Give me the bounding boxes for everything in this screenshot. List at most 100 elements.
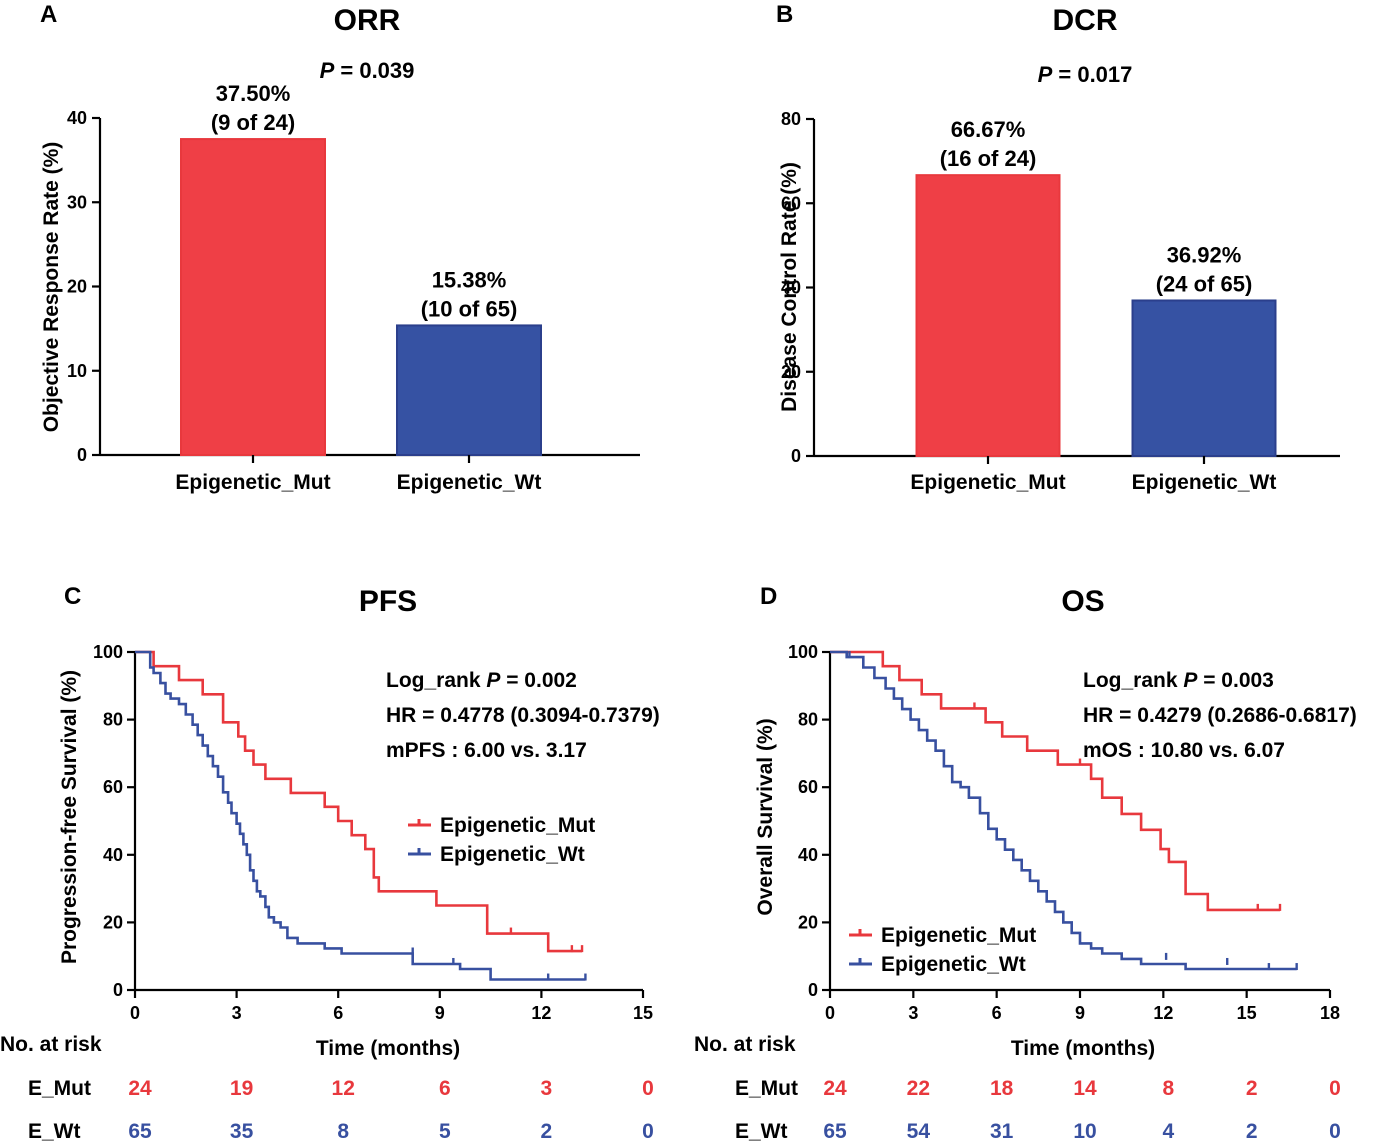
risk-count: 8 (1162, 1077, 1174, 1100)
y-tick-label: 80 (781, 109, 801, 129)
y-tick-label: 100 (93, 642, 123, 662)
logrank-p-symbol: P (1183, 669, 1198, 692)
p-value-symbol: P (1038, 62, 1053, 87)
risk-count: 0 (642, 1077, 654, 1100)
y-tick-label: 0 (113, 980, 123, 1000)
y-tick-label: 80 (103, 710, 123, 730)
risk-row-label: E_Wt (28, 1120, 81, 1143)
risk-count: 6 (439, 1077, 451, 1100)
chart-title: DCR (1053, 4, 1118, 37)
risk-count: 65 (128, 1120, 152, 1143)
bar-epigenetic-wt (1131, 299, 1277, 457)
risk-count: 24 (823, 1077, 847, 1100)
p-value: P = 0.039 (320, 58, 415, 83)
risk-count: 3 (541, 1077, 553, 1100)
bar-value-label: 37.50% (216, 81, 291, 106)
x-tick-label: 6 (333, 1003, 343, 1023)
x-tick-label: 15 (1237, 1003, 1257, 1023)
risk-count: 19 (230, 1077, 253, 1100)
logrank-prefix: Log_rank (386, 669, 486, 692)
bar-value-label: 15.38% (432, 267, 507, 292)
y-tick-label: 0 (808, 980, 818, 1000)
logrank-p-symbol: P (486, 669, 501, 692)
logrank-p-number: = 0.002 (500, 669, 576, 692)
risk-count: 24 (128, 1077, 152, 1100)
p-value: P = 0.017 (1038, 62, 1133, 87)
risk-count: 0 (642, 1120, 654, 1143)
survival-curve-epigenetic-mut (830, 650, 1280, 912)
y-tick-label: 40 (798, 845, 818, 865)
risk-count: 5 (439, 1120, 451, 1143)
risk-table-title: No. at risk (694, 1033, 796, 1056)
x-tick-label: 15 (633, 1003, 653, 1023)
category-label: Epigenetic_Mut (910, 471, 1065, 494)
risk-row-label: E_Mut (735, 1077, 798, 1100)
y-tick-label: 100 (788, 642, 818, 662)
risk-count: 2 (1246, 1077, 1258, 1100)
y-tick-label: 40 (103, 845, 123, 865)
risk-count: 22 (907, 1077, 930, 1100)
bar-value-label: 66.67% (951, 117, 1026, 142)
chart-title: ORR (334, 4, 401, 37)
survival-curve-epigenetic-wt (830, 650, 1297, 971)
bar-value-label: 36.92% (1167, 242, 1242, 267)
y-tick-label: 20 (781, 362, 801, 382)
p-value-number: = 0.017 (1052, 62, 1132, 87)
y-tick-label: 60 (781, 193, 801, 213)
risk-count: 18 (990, 1077, 1014, 1100)
bar-count-label: (10 of 65) (421, 296, 518, 321)
risk-count: 0 (1329, 1120, 1341, 1143)
x-tick-label: 12 (531, 1003, 551, 1023)
risk-count: 4 (1162, 1120, 1174, 1143)
logrank-p-number: = 0.003 (1197, 669, 1273, 692)
risk-count: 2 (541, 1120, 553, 1143)
x-tick-label: 9 (435, 1003, 445, 1023)
y-axis-label: Overall Survival (%) (754, 718, 777, 915)
legend-label: Epigenetic_Wt (881, 953, 1026, 976)
bar-count-label: (24 of 65) (1156, 271, 1253, 296)
x-tick-label: 3 (232, 1003, 242, 1023)
y-tick-label: 30 (67, 192, 87, 212)
legend-label: Epigenetic_Mut (881, 924, 1036, 947)
bar-count-label: (9 of 24) (211, 110, 295, 135)
y-tick-label: 40 (67, 108, 87, 128)
risk-count: 35 (230, 1120, 254, 1143)
survival-curve-epigenetic-wt (135, 650, 586, 981)
y-tick-label: 40 (781, 278, 801, 298)
x-tick-label: 0 (130, 1003, 140, 1023)
y-tick-label: 0 (77, 445, 87, 465)
bar-epigenetic-mut (180, 138, 326, 456)
y-tick-label: 0 (791, 446, 801, 466)
category-label: Epigenetic_Wt (397, 471, 542, 494)
y-tick-label: 20 (798, 912, 818, 932)
p-value-number: = 0.039 (334, 58, 414, 83)
x-axis-label: Time (months) (1011, 1037, 1155, 1060)
risk-table-title: No. at risk (0, 1033, 102, 1056)
risk-count: 54 (907, 1120, 931, 1143)
risk-count: 12 (332, 1077, 355, 1100)
logrank-prefix: Log_rank (1083, 669, 1183, 692)
risk-row-label: E_Mut (28, 1077, 91, 1100)
risk-row-label: E_Wt (735, 1120, 788, 1143)
x-tick-label: 0 (825, 1003, 835, 1023)
bar-epigenetic-wt (396, 324, 542, 456)
legend-label: Epigenetic_Wt (440, 843, 585, 866)
median-survival: mOS : 10.80 vs. 6.07 (1083, 739, 1285, 762)
risk-count: 8 (337, 1120, 349, 1143)
hazard-ratio: HR = 0.4778 (0.3094-0.7379) (386, 704, 660, 727)
risk-count: 65 (823, 1120, 847, 1143)
x-tick-label: 12 (1153, 1003, 1173, 1023)
logrank-p: Log_rank P = 0.003 (1083, 669, 1274, 692)
y-axis-label: Disease Control Rate (%) (778, 162, 801, 412)
x-tick-label: 18 (1320, 1003, 1340, 1023)
x-axis-label: Time (months) (316, 1037, 460, 1060)
y-tick-label: 60 (798, 777, 818, 797)
panel-letter: B (776, 1, 793, 28)
y-tick-label: 10 (67, 361, 87, 381)
y-axis-label: Objective Response Rate (%) (40, 142, 63, 433)
panel-letter: D (760, 583, 777, 610)
